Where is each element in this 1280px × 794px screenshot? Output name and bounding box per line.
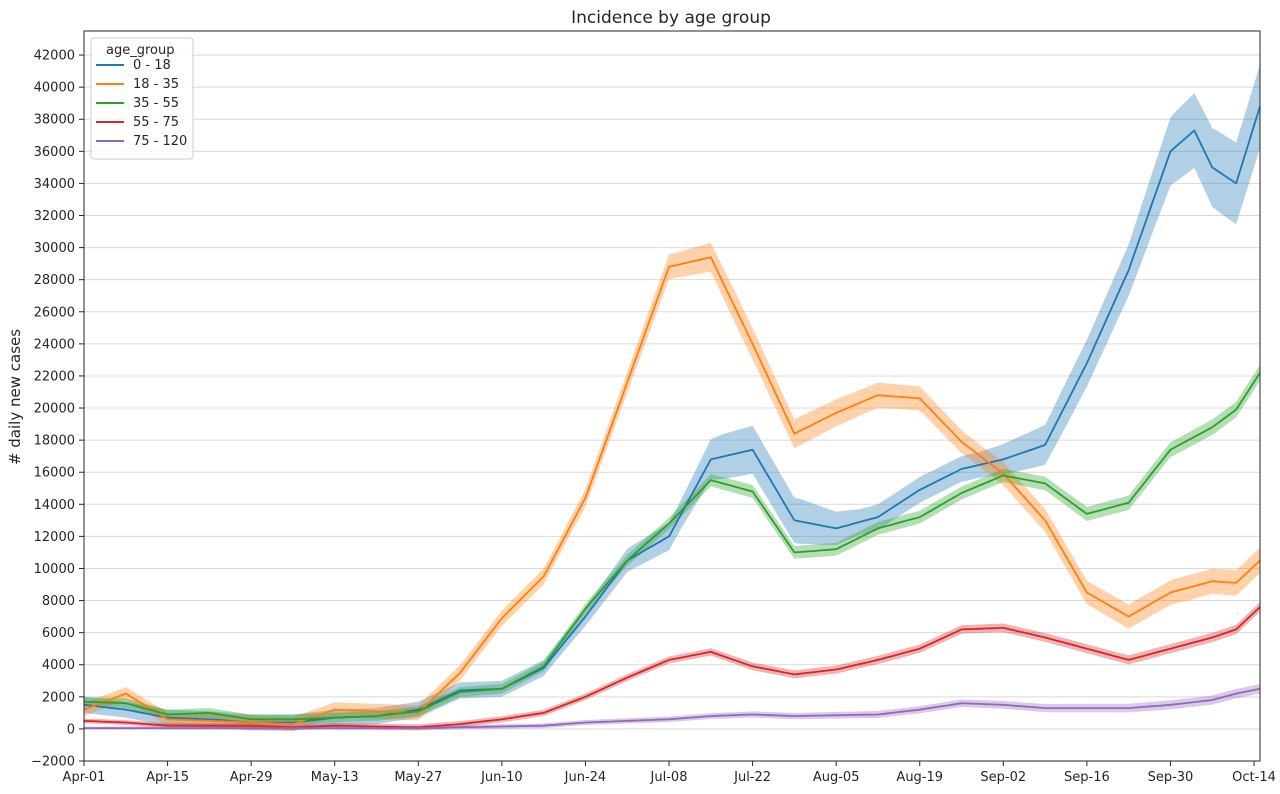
y-tick-label: 14000: [34, 498, 75, 513]
y-tick-label: 8000: [42, 594, 75, 609]
chart-title: Incidence by age group: [571, 8, 771, 28]
line-55-to-75: [83, 606, 1261, 729]
gridlines: [84, 54, 1260, 762]
legend-items: 0 - 18 18 - 35 35 - 55 55 - 75 75 - 120: [96, 58, 187, 149]
y-tick-label: 12000: [34, 530, 75, 545]
x-tick-label: Jun-24: [564, 770, 607, 785]
y-tick-label: 36000: [34, 145, 75, 160]
legend-label: 55 - 75: [133, 115, 179, 130]
x-axis-ticks: Apr-01 Apr-15 Apr-29 May-13 May-27 Jun-10 Jun-…: [63, 761, 1276, 785]
legend-label: 75 - 120: [133, 134, 187, 149]
y-tick-label: 28000: [34, 273, 75, 288]
y-tick-label: 10000: [34, 562, 75, 577]
y-tick-label: 16000: [34, 466, 75, 481]
x-tick-label: Jul-22: [733, 770, 771, 785]
series-lines: [83, 106, 1261, 729]
x-tick-label: Apr-15: [146, 770, 189, 785]
x-tick-label: Aug-19: [896, 770, 943, 785]
y-tick-label: 24000: [34, 337, 75, 352]
y-tick-label: 22000: [34, 369, 75, 384]
y-tick-label: 0: [67, 722, 75, 737]
legend-box: [90, 37, 194, 160]
y-tick-label: 2000: [42, 690, 75, 705]
y-tick-label: 18000: [34, 434, 75, 449]
x-tick-label: Sep-02: [980, 770, 1026, 785]
y-tick-label: 30000: [34, 241, 75, 256]
band-0-to-18: [84, 64, 1260, 731]
x-tick-label: Jul-08: [650, 770, 688, 785]
plot-frame: [83, 30, 1261, 762]
y-axis-title: # daily new cases: [6, 329, 24, 465]
y-tick-label: 38000: [34, 113, 75, 128]
y-tick-label: 20000: [34, 402, 75, 417]
line-0-to-18: [83, 106, 1261, 724]
y-tick-label: 6000: [42, 626, 75, 641]
line-18-to-35: [83, 256, 1261, 725]
x-tick-label: May-13: [311, 770, 359, 785]
y-tick-label: 26000: [34, 305, 75, 320]
line-35-to-55: [83, 372, 1261, 721]
legend-title: age_group: [106, 43, 174, 58]
x-tick-label: Sep-30: [1148, 770, 1194, 785]
y-tick-label: 34000: [34, 177, 75, 192]
y-axis-ticks: −2000 0 2000 4000 6000 8000 10000 12000 14000 160…: [31, 49, 84, 770]
x-tick-label: Apr-29: [230, 770, 273, 785]
x-tick-label: Jun-10: [480, 770, 523, 785]
y-tick-label: 42000: [34, 49, 75, 64]
y-tick-label: 4000: [42, 658, 75, 673]
line-75-to-120: [84, 687, 1261, 729]
x-tick-label: Apr-01: [63, 770, 106, 785]
legend-label: 18 - 35: [133, 77, 179, 92]
x-tick-label: Oct-14: [1232, 770, 1276, 785]
x-tick-label: Aug-05: [813, 770, 860, 785]
band-18-to-35: [84, 242, 1260, 732]
y-tick-label: 32000: [34, 209, 75, 224]
legend-label: 35 - 55: [133, 96, 179, 111]
legend: age_group 0 - 18 18 - 35 35 - 55 55 - 75 75 …: [90, 37, 194, 160]
y-tick-label: 40000: [34, 81, 75, 96]
legend-label: 0 - 18: [133, 58, 171, 73]
x-tick-label: May-27: [394, 770, 442, 785]
x-tick-label: Sep-16: [1064, 770, 1110, 785]
confidence-bands: [84, 64, 1260, 732]
y-tick-label: −2000: [31, 755, 75, 770]
